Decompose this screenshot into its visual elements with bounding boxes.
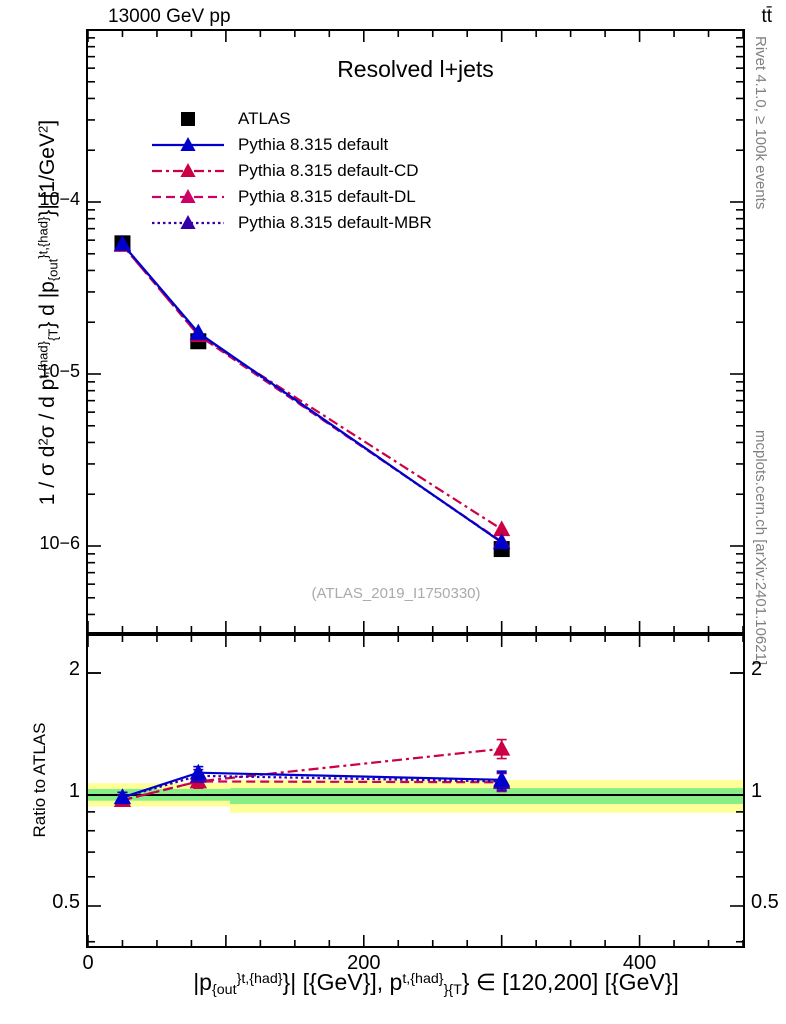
plot-title: Resolved l+jets [337, 56, 494, 82]
main-plot-canvas [88, 31, 743, 632]
xlab-sup-thad2: t,{had} [402, 970, 444, 987]
xlab-sub-T: }{T [443, 981, 462, 998]
legend-key-triangle-icon [150, 135, 226, 155]
legend-key-triangle-icon [150, 187, 226, 207]
x-tick-label-0: 0 [82, 952, 94, 974]
rivet-version-caption: Rivet 4.1.0, ≥ 100k events [752, 36, 769, 210]
ylab-sup-2: 2 [35, 438, 51, 446]
ratio-y-tick-label-1-right: 1 [751, 780, 763, 802]
legend-label: Pythia 8.315 default [238, 135, 389, 154]
series-pythia-8-315-default-dl [113, 236, 511, 549]
y-tick-label-1e-5: 10−5 [39, 361, 80, 381]
ratio-plot-panel [86, 634, 745, 948]
x-axis-label: |p{out}t,{had}}| [{GeV}], pt,{had}}{T} ∈… [193, 969, 679, 998]
legend: ATLAS Pythia 8.315 default Pythia 8.315 de… [150, 106, 432, 236]
legend-label: Pythia 8.315 default-DL [238, 187, 416, 206]
legend-label: Pythia 8.315 default-MBR [238, 213, 432, 232]
ylab-sup-gev2: 2 [35, 125, 51, 134]
ylab-sup-close: } [35, 254, 51, 259]
ylab-seg-c: } d |p [35, 281, 59, 329]
ratio-y-tick-label-0.5-right: 0.5 [751, 891, 779, 913]
series-pythia-8-315-default [113, 234, 511, 550]
y-tick-label-1e-6: 10−6 [39, 533, 80, 553]
legend-label: ATLAS [238, 109, 291, 128]
beam-energy-label: 13000 GeV pp [108, 6, 231, 27]
analysis-watermark: (ATLAS_2019_I1750330) [311, 585, 481, 602]
series-pythia-8-315-default-mbr [113, 234, 511, 550]
mcplots-source-caption: mcplots.cern.ch [arXiv:2401.10621] [752, 430, 769, 666]
ylab-sup-thad2: t,{had} [35, 216, 51, 255]
ratio-y-tick-label-1: 1 [68, 780, 80, 802]
series-atlas [114, 235, 510, 558]
y-axis-label-main: 1 / σ d2σ / d pt,{had}{T} d |p{out}t,{ha… [35, 13, 60, 613]
ratio-y-tick-label-2: 2 [68, 658, 80, 680]
x-tick-label-400: 400 [622, 952, 657, 974]
legend-item-atlas[interactable]: ATLAS [150, 106, 432, 132]
legend-item-pythia-8-315-default-cd[interactable]: Pythia 8.315 default-CD [150, 158, 432, 184]
ratio-y-tick-label-2-right: 2 [751, 658, 763, 680]
process-label: tt̄ [761, 6, 772, 27]
ylab-sub-T: {T [45, 328, 61, 341]
legend-item-pythia-8-315-default-mbr[interactable]: Pythia 8.315 default-MBR [150, 210, 432, 236]
ylab-seg-b: σ / d p [35, 378, 59, 439]
xlab-sub-out: {out [211, 981, 237, 998]
series-pythia-8-315-default-cd [113, 236, 511, 537]
legend-key-triangle-icon [150, 161, 226, 181]
legend-key-triangle-icon [150, 213, 226, 233]
ratio-series-pythia-8-315-default [113, 763, 511, 805]
legend-item-pythia-8-315-default-dl[interactable]: Pythia 8.315 default-DL [150, 184, 432, 210]
ylab-sub-out: {out [45, 258, 61, 282]
ylab-seg-a: 1 / σ d [35, 445, 59, 506]
ratio-plot-canvas [88, 636, 743, 946]
main-plot-panel [86, 29, 745, 634]
uncertainty-band-inner [230, 788, 743, 805]
xlab-sup-thad: }t,{had} [236, 970, 283, 987]
ylab-seg-f: ] [35, 119, 59, 126]
y-tick-label-1e-4: 10−4 [39, 189, 80, 209]
legend-label: Pythia 8.315 default-CD [238, 161, 419, 180]
legend-item-pythia-8-315-default[interactable]: Pythia 8.315 default [150, 132, 432, 158]
ratio-y-tick-label-0.5: 0.5 [52, 891, 80, 913]
legend-key-square-icon [150, 109, 226, 129]
x-tick-label-200: 200 [347, 952, 381, 974]
